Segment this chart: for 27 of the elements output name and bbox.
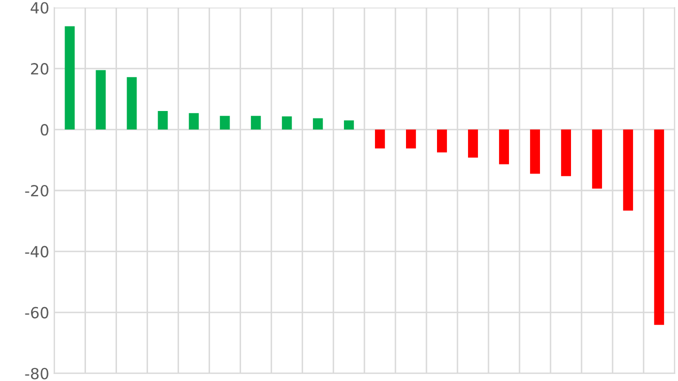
y-tick-label: -40 <box>25 246 48 258</box>
y-tick-label: 0 <box>40 124 48 136</box>
bar <box>623 130 634 211</box>
bar <box>406 130 416 148</box>
bar <box>188 113 199 130</box>
bar <box>282 116 292 130</box>
y-tick-label: -60 <box>25 306 48 318</box>
y-tick-label: 20 <box>31 63 48 75</box>
bar <box>312 118 323 130</box>
bar <box>592 130 602 189</box>
bar <box>561 130 572 176</box>
bar <box>158 110 168 130</box>
y-tick-label: -80 <box>25 368 48 380</box>
y-tick-label: -20 <box>25 184 48 197</box>
bar <box>220 116 230 130</box>
bar <box>344 120 354 130</box>
bar <box>654 130 664 325</box>
bar <box>374 130 385 148</box>
bar <box>126 77 137 130</box>
bar <box>468 130 478 158</box>
bar <box>96 70 106 130</box>
y-tick-label: 40 <box>30 2 48 14</box>
bar <box>437 130 447 152</box>
bar <box>64 26 75 130</box>
bar <box>250 116 261 130</box>
bar <box>530 130 540 174</box>
bar <box>499 130 509 164</box>
